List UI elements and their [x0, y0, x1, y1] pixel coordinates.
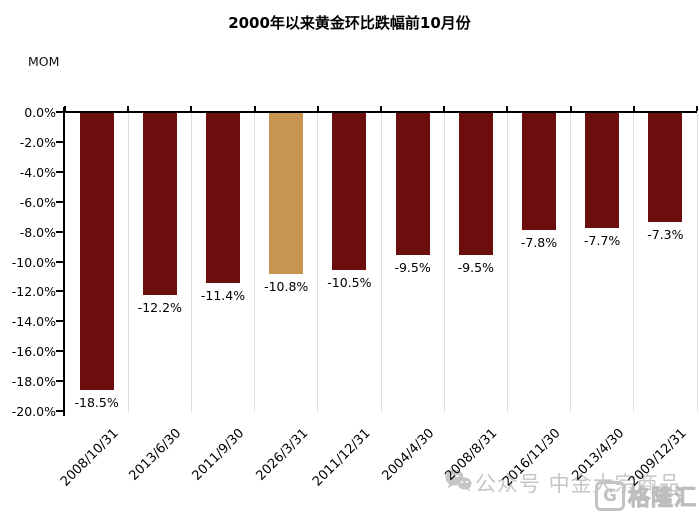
y-tick-label: -12.0% [11, 284, 56, 300]
bar-2013/4/30 [585, 113, 620, 229]
bar-value-label: -9.5% [394, 260, 431, 276]
column-separator [317, 113, 319, 412]
y-tick [56, 410, 63, 412]
x-boundary-tick [127, 106, 130, 111]
bar-2016/11/30 [522, 113, 556, 230]
bar-value-label: -10.5% [327, 274, 372, 290]
gelonghui-logo-text: 格隆汇 [627, 486, 697, 512]
chart-title: 2000年以来黄金环比跌幅前10月份 [228, 14, 471, 32]
y-tick-label: -4.0% [19, 164, 56, 180]
y-axis-unit-label: MOM [28, 54, 60, 69]
x-boundary-tick [696, 106, 698, 111]
y-tick-label: 0.0% [24, 105, 56, 120]
x-category-label-text: 2016/11/30 [500, 426, 564, 490]
column-separator [696, 113, 698, 412]
bar-value-label: -7.3% [647, 227, 684, 243]
x-category-label-text: 2008/10/31 [57, 426, 122, 490]
x-category-label-text: 2013/4/30 [569, 426, 627, 484]
x-boundary-tick [506, 106, 509, 111]
y-tick-label: -8.0% [19, 224, 56, 240]
watermark: 公众号 中金大宗商品 [445, 468, 681, 498]
y-tick [56, 200, 63, 203]
y-tick-label: -20.0% [11, 404, 56, 419]
bar-value-label: -7.8% [520, 234, 558, 250]
x-boundary-tick [569, 106, 572, 111]
y-tick-label: -6.0% [19, 194, 56, 210]
bar-value-label: -11.4% [200, 288, 246, 304]
gelonghui-logo: G 格隆汇 [594, 480, 697, 512]
x-category-label-text: 2009/12/31 [626, 426, 690, 490]
bar-2011/12/31 [332, 113, 367, 270]
y-tick [56, 140, 63, 143]
column-separator [506, 113, 508, 412]
x-category-label-text: 2026/3/31 [253, 426, 311, 484]
bar-2008/10/31 [79, 113, 114, 390]
x-boundary-tick [316, 106, 319, 111]
y-tick-label: -14.0% [11, 314, 56, 330]
y-tick-label: -10.0% [11, 254, 56, 270]
y-tick-label: -18.0% [11, 374, 56, 390]
y-tick [56, 380, 63, 383]
x-category-label-text: 2013/6/30 [126, 426, 185, 484]
column-separator [254, 113, 256, 412]
y-tick [56, 350, 63, 353]
y-tick [56, 260, 63, 263]
x-boundary-tick [64, 106, 66, 111]
x-category-label-text: 2008/8/31 [442, 426, 501, 484]
x-category-label-text: 2011/12/31 [310, 426, 374, 490]
bar-2008/8/31 [458, 113, 493, 256]
bar-2004/4/30 [395, 113, 430, 256]
y-tick [56, 320, 63, 323]
bar-2026/3/31 [269, 113, 304, 275]
y-tick-label: -16.0% [11, 344, 56, 360]
bar-2013/6/30 [142, 113, 177, 296]
y-tick [56, 170, 63, 173]
x-boundary-tick [443, 106, 446, 111]
bar-value-label: -10.8% [264, 279, 309, 295]
x-category-label-text: 2011/9/30 [189, 426, 248, 484]
bar-value-label: -7.7% [584, 233, 621, 249]
bar-value-label: -9.5% [457, 260, 494, 276]
column-separator [190, 113, 192, 412]
bar-2011/9/30 [206, 113, 240, 284]
column-separator [443, 113, 445, 412]
gelonghui-logo-icon: G [594, 481, 625, 511]
bar-2009/12/31 [648, 113, 683, 223]
bar-value-label: -18.5% [74, 394, 119, 410]
column-separator [380, 113, 382, 412]
x-boundary-tick [632, 106, 635, 111]
y-axis-line [63, 107, 65, 416]
y-tick-label: -2.0% [19, 134, 56, 150]
zero-axis-line [63, 111, 697, 113]
column-separator [570, 113, 572, 412]
x-boundary-tick [380, 106, 382, 111]
column-separator [633, 113, 635, 412]
x-boundary-tick [190, 106, 193, 111]
column-separator [127, 113, 129, 412]
wechat-icon [445, 469, 472, 497]
x-boundary-tick [253, 106, 256, 111]
bar-value-label: -12.2% [137, 300, 182, 316]
x-category-label-text: 2004/4/30 [379, 426, 438, 484]
y-tick [56, 230, 63, 233]
y-tick [56, 290, 63, 293]
watermark-text: 公众号 中金大宗商品 [475, 472, 681, 496]
y-tick [56, 111, 63, 113]
